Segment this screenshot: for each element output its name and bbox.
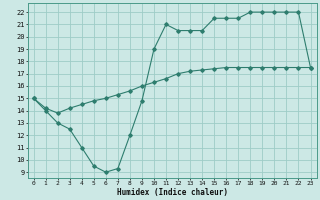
X-axis label: Humidex (Indice chaleur): Humidex (Indice chaleur): [116, 188, 228, 197]
